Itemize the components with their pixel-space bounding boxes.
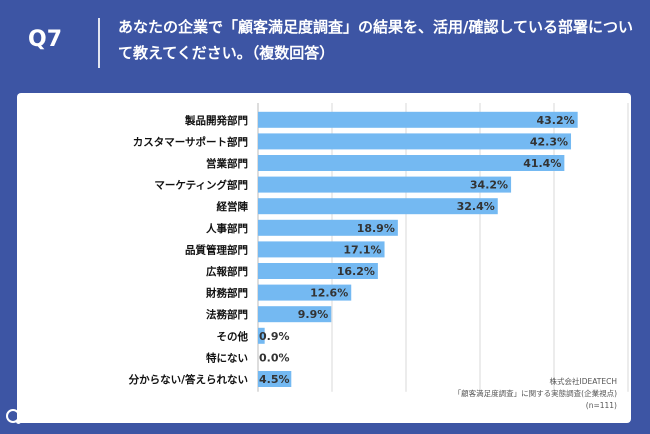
value-label: 9.9% bbox=[298, 308, 329, 321]
value-label: 43.2% bbox=[537, 114, 575, 127]
value-label: 34.2% bbox=[470, 179, 508, 192]
brand-name: リサピー bbox=[24, 409, 73, 423]
question-text: あなたの企業で「顧客満足度調査」の結果を、活用/確認している部署について教えてく… bbox=[118, 18, 634, 62]
value-label: 18.9% bbox=[357, 222, 395, 235]
value-label: 0.9% bbox=[259, 330, 290, 343]
value-label: 12.6% bbox=[310, 287, 348, 300]
bar bbox=[258, 327, 265, 344]
category-label: カスタマーサポート部門 bbox=[133, 135, 248, 148]
header-divider bbox=[98, 18, 100, 68]
value-label: 4.5% bbox=[259, 373, 290, 386]
footnote: 株式会社IDEATECH 「顧客満足度調査」に関する実態調査(企業視点) (n=… bbox=[454, 376, 617, 412]
bar bbox=[258, 263, 378, 279]
brand-logo: リサピー bbox=[6, 407, 72, 424]
category-label: 製品開発部門 bbox=[184, 114, 248, 127]
category-label: 広報部門 bbox=[206, 265, 248, 278]
category-label: 営業部門 bbox=[206, 157, 248, 170]
bar-chart: 製品開発部門 43.2% カスタマーサポート部門 42.3% 営業部門 41.4% マーケテ… bbox=[129, 103, 629, 392]
category-label: 経営陣 bbox=[217, 200, 249, 213]
value-label: 41.4% bbox=[523, 157, 561, 170]
value-label: 32.4% bbox=[457, 200, 495, 213]
chart-card: 製品開発部門 43.2% カスタマーサポート部門 42.3% 営業部門 41.4% マーケテ… bbox=[17, 93, 631, 423]
footnote-sample-size: (n=111) bbox=[585, 401, 617, 410]
footnote-survey: 「顧客満足度調査」に関する実態調査(企業視点) bbox=[453, 389, 617, 398]
bar bbox=[258, 133, 572, 150]
category-label: 分からない/答えられない bbox=[129, 373, 248, 386]
category-label: 特にない bbox=[206, 351, 248, 364]
category-label: マーケティング部門 bbox=[154, 179, 248, 192]
bar bbox=[258, 306, 332, 323]
bar bbox=[258, 284, 352, 301]
category-label: 財務部門 bbox=[205, 287, 248, 300]
category-label: その他 bbox=[217, 330, 249, 343]
header: Q7 あなたの企業で「顧客満足度調査」の結果を、活用/確認している部署について教… bbox=[0, 0, 650, 82]
bar bbox=[258, 371, 292, 387]
footnote-company: 株式会社IDEATECH bbox=[549, 377, 617, 386]
value-label: 16.2% bbox=[337, 265, 375, 278]
value-label: 17.1% bbox=[343, 243, 381, 256]
value-label: 42.3% bbox=[530, 135, 568, 148]
bar bbox=[258, 241, 385, 258]
value-label: 0.0% bbox=[259, 351, 290, 364]
bar bbox=[258, 155, 565, 171]
bar bbox=[258, 176, 512, 193]
question-number: Q7 bbox=[28, 27, 63, 52]
bar bbox=[258, 198, 498, 215]
bar bbox=[258, 111, 578, 128]
category-label: 品質管理部門 bbox=[185, 243, 248, 256]
bar bbox=[258, 219, 398, 236]
category-label: 人事部門 bbox=[206, 222, 248, 235]
category-label: 法務部門 bbox=[206, 308, 248, 321]
search-icon bbox=[6, 408, 21, 424]
